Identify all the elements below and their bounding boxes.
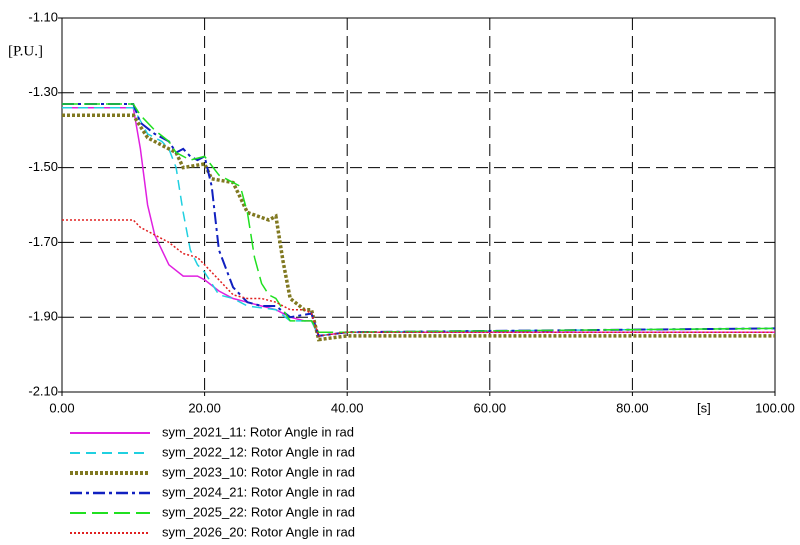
y-tick-label: -1.70: [28, 234, 58, 249]
x-tick-label: 0.00: [49, 400, 74, 415]
series-line: [62, 103, 776, 337]
legend-label: sym_2023_10: Rotor Angle in rad: [162, 464, 355, 479]
y-tick-label: -1.30: [28, 84, 58, 99]
series-line: [62, 107, 776, 337]
y-tick-label: -1.10: [28, 9, 58, 24]
legend-label: sym_2024_21: Rotor Angle in rad: [162, 484, 355, 499]
legend-label: sym_2022_12: Rotor Angle in rad: [162, 444, 355, 459]
x-tick-label: 80.00: [616, 400, 649, 415]
legend-label: sym_2026_20: Rotor Angle in rad: [162, 524, 355, 539]
y-tick-label: -1.90: [28, 309, 58, 324]
x-tick-label: 100.00: [755, 400, 795, 415]
y-tick-label: -1.50: [28, 159, 58, 174]
series-line: [62, 219, 775, 337]
legend-label: sym_2025_22: Rotor Angle in rad: [162, 504, 355, 519]
x-unit: [s]: [697, 400, 711, 415]
series-line: [62, 113, 775, 342]
x-tick-label: 60.00: [474, 400, 507, 415]
x-tick-label: 20.00: [188, 400, 221, 415]
plot-frame: [61, 17, 776, 393]
series-line: [62, 103, 776, 333]
y-unit: [P.U.]: [8, 43, 43, 59]
y-tick-label: -2.10: [28, 383, 58, 398]
x-tick-label: 40.00: [331, 400, 364, 415]
legend-label: sym_2021_11: Rotor Angle in rad: [162, 424, 354, 439]
